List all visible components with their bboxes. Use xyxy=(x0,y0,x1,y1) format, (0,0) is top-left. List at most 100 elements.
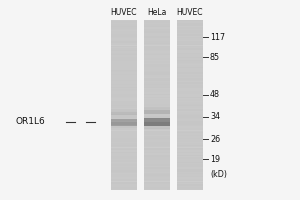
Bar xyxy=(144,89,170,91)
Bar xyxy=(111,155,136,156)
Bar xyxy=(111,116,136,118)
Bar xyxy=(111,180,136,181)
Bar xyxy=(111,21,136,23)
Bar xyxy=(144,162,170,163)
Bar xyxy=(144,53,170,54)
Bar xyxy=(144,28,170,30)
Bar xyxy=(144,180,170,181)
Bar xyxy=(177,149,203,150)
Bar xyxy=(111,88,136,89)
Bar xyxy=(144,91,170,92)
Bar xyxy=(111,163,136,164)
Text: HUVEC: HUVEC xyxy=(110,8,137,17)
Bar xyxy=(111,112,136,114)
Bar xyxy=(177,106,203,108)
Bar xyxy=(177,172,203,173)
Bar xyxy=(144,36,170,37)
Bar xyxy=(177,119,203,121)
Bar xyxy=(111,177,136,179)
Bar xyxy=(144,34,170,36)
Bar xyxy=(177,135,203,136)
Bar xyxy=(177,115,203,116)
Bar xyxy=(177,34,203,36)
Text: (kD): (kD) xyxy=(210,170,227,179)
Bar xyxy=(177,70,203,71)
Bar xyxy=(111,26,136,27)
Bar xyxy=(111,152,136,153)
Bar xyxy=(111,109,136,115)
Bar xyxy=(177,81,203,82)
Bar xyxy=(144,173,170,174)
Bar xyxy=(111,71,136,72)
Bar xyxy=(111,140,136,142)
Bar xyxy=(144,183,170,184)
Bar xyxy=(111,164,136,166)
Bar xyxy=(177,130,203,132)
Bar xyxy=(177,85,203,87)
Bar xyxy=(144,107,170,114)
Bar xyxy=(144,109,170,111)
Bar xyxy=(177,54,203,55)
Bar xyxy=(144,140,170,142)
Bar xyxy=(111,77,136,78)
Bar xyxy=(111,108,136,109)
Bar xyxy=(111,106,136,108)
Bar xyxy=(111,105,136,106)
Bar xyxy=(144,150,170,152)
Bar xyxy=(111,24,136,26)
Bar xyxy=(144,75,170,77)
Bar xyxy=(144,186,170,187)
Bar xyxy=(144,128,170,129)
Bar xyxy=(177,62,203,64)
Bar xyxy=(177,138,203,139)
Bar xyxy=(144,84,170,85)
Bar xyxy=(144,176,170,177)
Bar xyxy=(177,157,203,159)
Bar xyxy=(177,153,203,155)
Bar xyxy=(111,160,136,162)
Bar xyxy=(144,174,170,176)
Bar xyxy=(111,48,136,50)
Bar xyxy=(177,148,203,149)
Bar xyxy=(177,156,203,157)
Bar xyxy=(111,46,136,47)
Bar xyxy=(144,98,170,99)
Bar xyxy=(177,142,203,143)
Bar xyxy=(144,166,170,167)
Bar xyxy=(177,30,203,31)
Bar xyxy=(144,72,170,74)
Bar xyxy=(177,26,203,27)
Bar xyxy=(177,136,203,138)
Bar xyxy=(177,167,203,169)
Bar xyxy=(177,126,203,128)
Bar xyxy=(144,149,170,150)
Bar xyxy=(144,146,170,147)
Bar xyxy=(144,23,170,24)
Bar xyxy=(111,40,136,41)
Bar xyxy=(111,125,136,126)
Bar xyxy=(111,173,136,174)
Bar xyxy=(111,136,136,138)
Bar xyxy=(177,174,203,176)
Bar xyxy=(144,82,170,84)
Bar xyxy=(177,61,203,62)
Bar xyxy=(144,67,170,68)
Bar xyxy=(177,99,203,101)
Bar xyxy=(177,95,203,97)
Bar xyxy=(144,24,170,26)
Bar xyxy=(144,40,170,41)
Bar xyxy=(144,99,170,101)
Bar xyxy=(111,58,136,60)
Bar xyxy=(177,129,203,130)
Bar xyxy=(111,166,136,167)
Bar xyxy=(177,114,203,115)
Bar xyxy=(111,99,136,101)
Bar xyxy=(144,37,170,38)
Bar xyxy=(111,61,136,62)
Bar xyxy=(111,20,136,190)
Bar xyxy=(177,33,203,34)
Bar xyxy=(111,87,136,88)
Bar xyxy=(177,186,203,187)
Bar xyxy=(144,160,170,162)
Bar xyxy=(144,60,170,61)
